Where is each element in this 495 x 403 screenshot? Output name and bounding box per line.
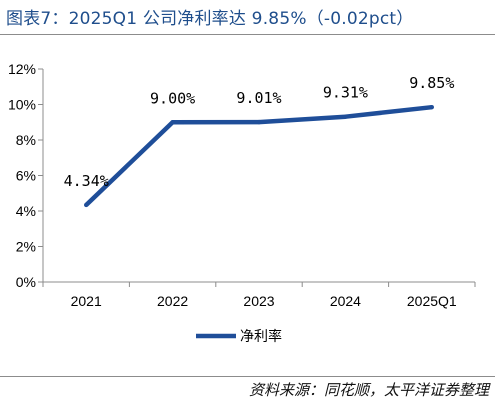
y-tick-label: 0% xyxy=(16,274,36,290)
data-point xyxy=(429,104,434,110)
y-tick-label: 6% xyxy=(16,168,36,184)
data-label: 4.34% xyxy=(64,172,109,190)
x-tick-label: 2025Q1 xyxy=(407,293,457,309)
legend-label: 净利率 xyxy=(240,328,282,345)
y-tick-label: 8% xyxy=(16,132,36,148)
y-tick-label: 10% xyxy=(8,97,36,113)
title-divider xyxy=(0,34,495,35)
data-label: 9.01% xyxy=(236,89,281,107)
source-divider xyxy=(0,376,495,377)
data-label: 9.31% xyxy=(323,84,368,102)
data-point xyxy=(170,120,175,125)
x-axis: 2021 2022 2023 2024 2025Q1 xyxy=(42,281,476,309)
y-tick-label: 2% xyxy=(16,239,36,255)
data-point xyxy=(256,119,262,125)
source-note: 资料来源：同花顺，太平洋证券整理 xyxy=(248,381,489,399)
x-tick-label: 2024 xyxy=(330,293,361,309)
x-tick-label: 2022 xyxy=(157,293,188,309)
figure-title: 图表7：2025Q1 公司净利率达 9.85%（-0.02pct） xyxy=(6,9,414,29)
data-labels: 4.34% 9.00% 9.01% 9.31% 9.85% xyxy=(64,74,455,190)
data-label: 9.00% xyxy=(150,89,195,107)
data-point xyxy=(343,114,348,119)
legend: 净利率 xyxy=(196,328,282,345)
x-tick-label: 2023 xyxy=(243,293,274,309)
data-label: 9.85% xyxy=(409,74,454,92)
y-tick-label: 4% xyxy=(16,203,36,219)
data-point xyxy=(84,202,89,208)
y-tick-label: 12% xyxy=(8,61,36,77)
y-axis: 0% 2% 4% 6% 8% 10% 12% xyxy=(8,61,44,290)
series-layer xyxy=(84,104,434,208)
line-chart: 0%2%4%6%8%10%12% 2021 2022 2023 2024 2025Q1 … xyxy=(8,61,476,345)
x-tick-label: 2021 xyxy=(71,293,102,309)
